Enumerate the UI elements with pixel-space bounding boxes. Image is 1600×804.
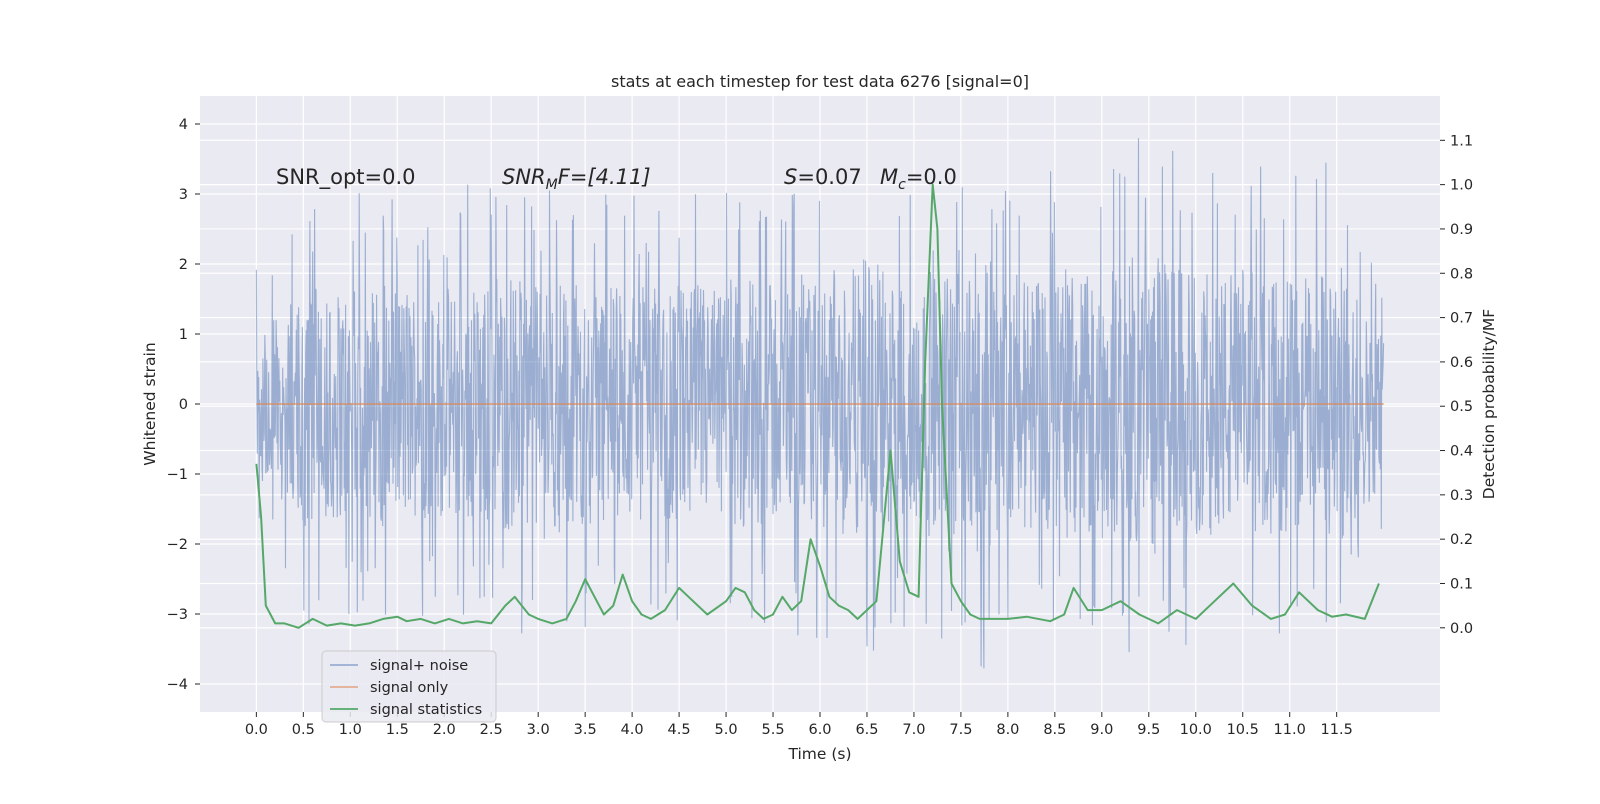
x-tick-label: 11.0 [1274, 722, 1306, 738]
x-tick-label: 11.5 [1321, 722, 1353, 738]
snr-mf-sub: M [546, 177, 558, 193]
mc-main: M [880, 165, 898, 189]
y-left-tick-label: −3 [167, 607, 188, 623]
y-right-tick-label: 0.7 [1450, 311, 1473, 327]
x-tick-label: 5.5 [761, 722, 784, 738]
chart-title: stats at each timestep for test data 627… [611, 72, 1029, 91]
x-tick-label: 9.0 [1090, 722, 1113, 738]
x-tick-label: 3.5 [574, 722, 597, 738]
x-tick-label: 9.5 [1137, 722, 1160, 738]
strain-trace [255, 138, 1385, 669]
x-tick-label: 8.5 [1043, 722, 1066, 738]
y-axis-label-right: Detection probability/MF [1480, 309, 1498, 500]
y-left-tick-label: 2 [179, 257, 188, 273]
x-tick-label: 1.0 [339, 722, 362, 738]
x-tick-label: 8.0 [996, 722, 1019, 738]
snr-mf-rest: F=[4.11] [558, 165, 651, 189]
x-tick-label: 7.5 [949, 722, 972, 738]
signal-statistics-line [255, 183, 1380, 629]
s-annotation: S=0.07 [784, 165, 862, 189]
x-tick-label: 3.0 [527, 722, 550, 738]
y-left-tick-label: 3 [179, 187, 188, 203]
x-tick-label: 4.5 [668, 722, 691, 738]
x-tick-label: 7.0 [902, 722, 925, 738]
lines-layer [255, 183, 1384, 629]
snr-mf-annotation: SNRMF=[4.11] [502, 165, 651, 193]
y-left-tick-label: 1 [179, 327, 188, 343]
snr-mf-main: SNR [502, 165, 546, 189]
s-label: S [784, 165, 797, 189]
x-tick-label: 0.0 [245, 722, 268, 738]
legend: signal+ noise signal only signal statist… [321, 650, 497, 723]
y-right-tick-label: 0.1 [1450, 576, 1473, 592]
x-tick-label: 4.0 [621, 722, 644, 738]
y-left-tick-label: −4 [167, 677, 188, 693]
y-axis-label-left: Whitened strain [141, 342, 159, 465]
ticks-layer: 0.0 0.5 1.0 1.5 2.0 2.5 3.0 3.5 4.0 4.5 5.0 5.5 6.0 6… [167, 117, 1473, 738]
x-tick-label: 6.0 [808, 722, 831, 738]
mc-annotation: Mc=0.0 [880, 165, 957, 193]
y-left-tick-label: −1 [167, 467, 188, 483]
mc-value: =0.0 [906, 165, 957, 189]
x-axis-label: Time (s) [787, 745, 851, 763]
x-tick-label: 2.5 [480, 722, 503, 738]
x-tick-label: 10.5 [1227, 722, 1259, 738]
s-value: =0.07 [797, 165, 861, 189]
y-right-tick-label: 0.0 [1450, 621, 1473, 637]
y-left-tick-label: −2 [167, 537, 188, 553]
legend-box [321, 650, 497, 723]
strain-series-layer [255, 138, 1385, 669]
x-tick-label: 6.5 [855, 722, 878, 738]
y-right-tick-label: 0.6 [1450, 355, 1473, 371]
legend-label-signal-statistics: signal statistics [370, 702, 482, 718]
y-right-tick-label: 0.5 [1450, 399, 1473, 415]
legend-label-signal-noise: signal+ noise [370, 658, 468, 674]
x-tick-label: 0.5 [292, 722, 315, 738]
snr-opt-annotation: SNR_opt=0.0 [276, 165, 416, 190]
x-tick-label: 1.5 [386, 722, 409, 738]
y-right-tick-label: 0.9 [1450, 222, 1473, 238]
x-tick-label: 10.0 [1180, 722, 1212, 738]
y-right-tick-label: 0.2 [1450, 532, 1473, 548]
y-right-tick-label: 1.0 [1450, 178, 1473, 194]
y-right-tick-label: 0.8 [1450, 266, 1473, 282]
mc-sub: c [898, 177, 906, 193]
y-left-tick-label: 4 [179, 117, 188, 133]
y-right-tick-label: 0.3 [1450, 488, 1473, 504]
legend-label-signal-only: signal only [370, 680, 449, 696]
y-left-tick-label: 0 [179, 397, 188, 413]
x-tick-label: 2.0 [433, 722, 456, 738]
y-right-tick-label: 1.1 [1450, 133, 1473, 149]
y-right-tick-label: 0.4 [1450, 444, 1473, 460]
x-tick-label: 5.0 [715, 722, 738, 738]
